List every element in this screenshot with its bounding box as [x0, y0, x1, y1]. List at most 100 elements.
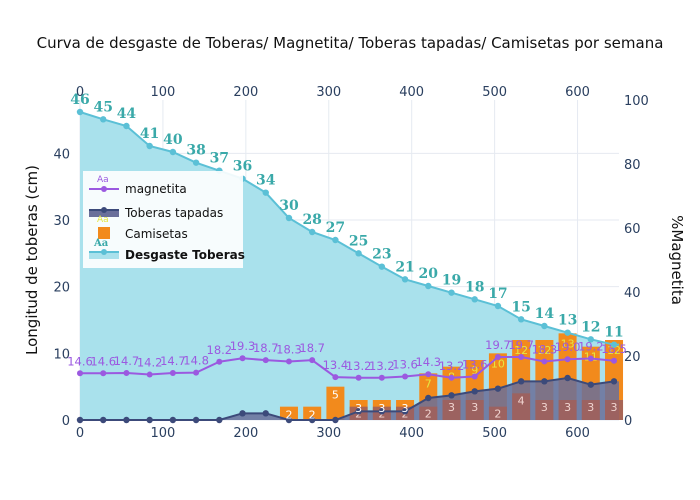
magnetita-point-84: [146, 371, 153, 378]
wear-label-112: 40: [163, 132, 183, 148]
magnetita-point-0: [77, 370, 83, 377]
x-tick-top-200: 200: [233, 85, 258, 100]
magnetita-label-392: 13.6: [392, 357, 418, 371]
camisetas-bar-label-644: 12: [607, 344, 621, 357]
magnetita-point-560: [541, 358, 548, 365]
y-left-tick-20: 20: [53, 281, 70, 296]
x-tick-bottom-500: 500: [482, 426, 507, 441]
magnetita-line: [80, 355, 615, 379]
axes-layer: 0010010020020030030040040050050060060001…: [53, 85, 648, 441]
plugged-point-448: [448, 392, 455, 399]
plugged-point-336: [355, 408, 362, 415]
magnetita-point-224: [262, 357, 269, 364]
wear-label-448: 19: [442, 273, 461, 289]
magnetita-label-84: 14.2: [137, 356, 163, 370]
wear-label-28: 45: [93, 99, 112, 115]
magnetita-label-532: 19.7: [508, 338, 534, 352]
camisetas-bar-label-392: 3: [402, 402, 409, 415]
plugged-point-196: [239, 410, 246, 417]
camisetas-bar-label-252: 2: [285, 409, 292, 422]
magnetita-label-616: 19.2: [578, 340, 604, 354]
legend: Aa magnetita Toberas tapadas Aa Camiseta…: [83, 171, 245, 268]
camisetas-bar-label-532: 12: [514, 344, 528, 357]
magnetita-label-252: 18.3: [276, 342, 302, 356]
camisetas-bar-label-560: 12: [537, 344, 551, 357]
chart-title: Curva de desgaste de Toberas/ Magnetita/…: [37, 34, 664, 52]
magnetita-label-476: 13.6: [462, 357, 488, 371]
camisetas-bar-252: [279, 406, 298, 420]
magnetita-point-28: [100, 370, 107, 377]
plugged-point-168: [216, 416, 223, 424]
plugged-bar-560: [535, 400, 554, 420]
plugged-point-420: [425, 394, 432, 402]
magnetita-point-196: [239, 355, 246, 362]
camisetas-bar-label-336: 3: [355, 402, 362, 415]
plugged-point-476: [471, 388, 478, 395]
wear-label-56: 44: [117, 106, 137, 122]
plugged-area-fill: [80, 378, 619, 420]
magnetita-layer: 14.614.614.714.214.714.818.219.318.718.3…: [67, 338, 627, 381]
magnetita-label-224: 18.7: [253, 341, 279, 355]
plugged-point-616: [587, 381, 595, 388]
plugged-bar-420: [419, 406, 438, 420]
magnetita-point-56: [123, 369, 130, 376]
plugged-point-112: [169, 416, 177, 424]
y-left-tick-10: 10: [53, 347, 70, 362]
magnetita-label-560: 18.3: [532, 342, 558, 356]
magnetita-point-252: [285, 358, 292, 365]
wear-point-532: [517, 316, 525, 323]
plugged-point-364: [378, 408, 386, 415]
x-tick-top-500: 500: [482, 85, 507, 100]
wear-label-168: 37: [210, 151, 229, 167]
magnetita-point-588: [564, 356, 571, 363]
wear-label-308: 27: [326, 220, 345, 236]
y-right-tick-100: 100: [624, 94, 649, 109]
camisetas-bar-label-364: 3: [378, 402, 385, 415]
plugged-point-280: [308, 416, 316, 424]
plugged-point-140: [192, 416, 200, 424]
magnetita-label-28: 14.6: [90, 354, 116, 368]
magnetita-label-280: 18.7: [299, 341, 325, 355]
plugged-point-28: [100, 416, 107, 424]
plugged-bar-448: [442, 400, 461, 420]
wear-label-280: 28: [302, 212, 321, 228]
magnetita-label-0: 14.6: [67, 354, 93, 368]
plugged-point-588: [564, 374, 571, 382]
x-tick-top-300: 300: [316, 85, 341, 100]
x-tick-top-400: 400: [399, 85, 424, 100]
magnetita-point-168: [216, 358, 223, 365]
camisetas-bar-label-280: 2: [309, 409, 316, 422]
plugged-bar-476: [465, 400, 484, 420]
magnetita-point-392: [402, 373, 409, 380]
wear-point-448: [448, 289, 455, 296]
wear-point-644: [610, 341, 618, 348]
wear-label-588: 13: [558, 313, 577, 329]
magnetita-label-504: 19.7: [485, 338, 511, 352]
wear-label-252: 30: [279, 198, 299, 214]
magnetita-label-140: 14.8: [183, 354, 209, 368]
plugged-bar-label-644: 3: [611, 401, 618, 414]
camisetas-bar-label-588: 13: [561, 337, 575, 350]
plugged-bar-label-588: 3: [564, 401, 571, 414]
wear-label-476: 18: [465, 279, 484, 295]
wear-point-84: [146, 142, 153, 150]
plugged-bar-label-448: 3: [448, 401, 455, 414]
legend-badge-magnetita: Aa: [97, 175, 109, 185]
wear-label-560: 14: [535, 306, 555, 322]
x-tick-bottom-300: 300: [316, 426, 341, 441]
camisetas-bar-280: [303, 406, 322, 420]
wear-point-336: [355, 250, 362, 257]
wear-label-644: 11: [604, 325, 623, 341]
wear-label-336: 25: [349, 233, 368, 249]
wear-point-112: [169, 148, 177, 156]
y-left-axis-label: Longitud de toberas (cm): [23, 165, 41, 355]
plugged-point-532: [517, 378, 525, 385]
y-right-tick-0: 0: [624, 414, 632, 429]
wear-point-476: [471, 296, 478, 303]
legend-entry-plugged: Toberas tapadas: [124, 206, 223, 220]
legend-entry-magnetita: magnetita: [125, 182, 187, 196]
magnetita-point-476: [471, 373, 478, 380]
plugged-bar-504: [488, 406, 507, 420]
wear-point-588: [564, 329, 571, 336]
magnetita-point-644: [611, 357, 618, 364]
